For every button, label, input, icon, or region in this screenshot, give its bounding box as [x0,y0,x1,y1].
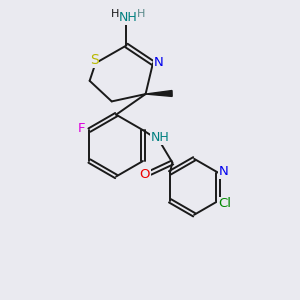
Text: O: O [140,168,150,181]
Text: N: N [153,56,163,69]
Text: N: N [219,165,229,178]
Text: S: S [90,53,98,67]
Text: F: F [77,122,85,135]
Text: NH: NH [118,11,137,24]
Polygon shape [146,91,172,96]
Text: NH: NH [150,131,169,144]
Text: H: H [137,9,146,19]
Text: H: H [111,9,119,19]
Text: Cl: Cl [218,197,231,210]
